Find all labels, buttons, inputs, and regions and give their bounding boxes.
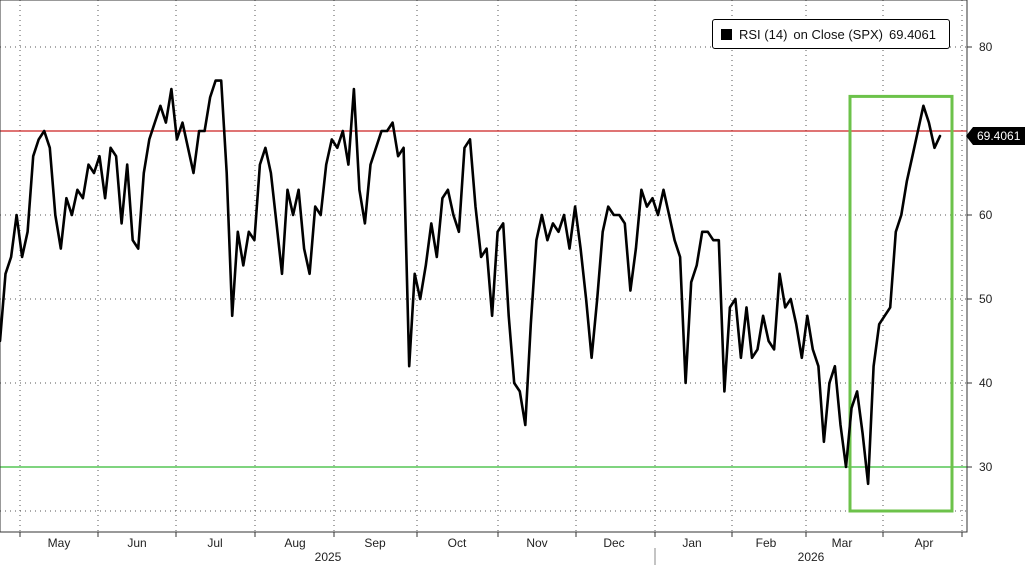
y-tick-label: 50	[979, 292, 993, 306]
y-tick-label: 40	[979, 376, 993, 390]
last-value-badge: 69.4061	[966, 127, 1025, 145]
x-tick-label: Sep	[364, 536, 386, 550]
x-tick-label: May	[48, 536, 71, 550]
legend-swatch	[721, 28, 732, 40]
x-tick-label: Aug	[284, 536, 305, 550]
x-tick-label: Feb	[756, 536, 777, 550]
y-tick-label: 30	[979, 460, 993, 474]
reference-lines	[0, 130, 967, 468]
year-label: 2025	[315, 550, 342, 564]
legend-value: 69.4061	[889, 26, 936, 42]
rsi-series-line	[0, 79, 942, 486]
x-axis-ticks: May Jun Jul Aug Sep Oct Nov Dec Jan Feb Mar Apr	[19, 532, 963, 550]
y-axis-ticks: 30 40 50 60 80	[967, 40, 993, 474]
year-labels: 2025 2026	[315, 548, 825, 565]
highlight-layer	[848, 94, 954, 513]
y-tick-label: 60	[979, 208, 993, 222]
series-layer	[0, 79, 942, 486]
legend-text: on Close (SPX)	[793, 26, 883, 42]
x-tick-label: Jan	[682, 536, 701, 550]
legend: RSI (14) on Close (SPX) 69.4061	[712, 19, 950, 49]
year-label: 2026	[798, 550, 825, 564]
x-tick-label: Dec	[603, 536, 624, 550]
plot-area-border	[0, 0, 968, 533]
x-tick-label: Mar	[832, 536, 853, 550]
x-tick-label: Nov	[526, 536, 547, 550]
x-tick-label: Apr	[915, 536, 934, 550]
grid-layer	[0, 0, 967, 532]
x-tick-label: Oct	[448, 536, 467, 550]
legend-series-name: RSI (14)	[739, 26, 788, 42]
y-tick-label: 80	[979, 40, 993, 54]
x-tick-label: Jun	[127, 536, 146, 550]
highlight-box	[848, 94, 954, 513]
x-tick-label: Jul	[207, 536, 222, 550]
